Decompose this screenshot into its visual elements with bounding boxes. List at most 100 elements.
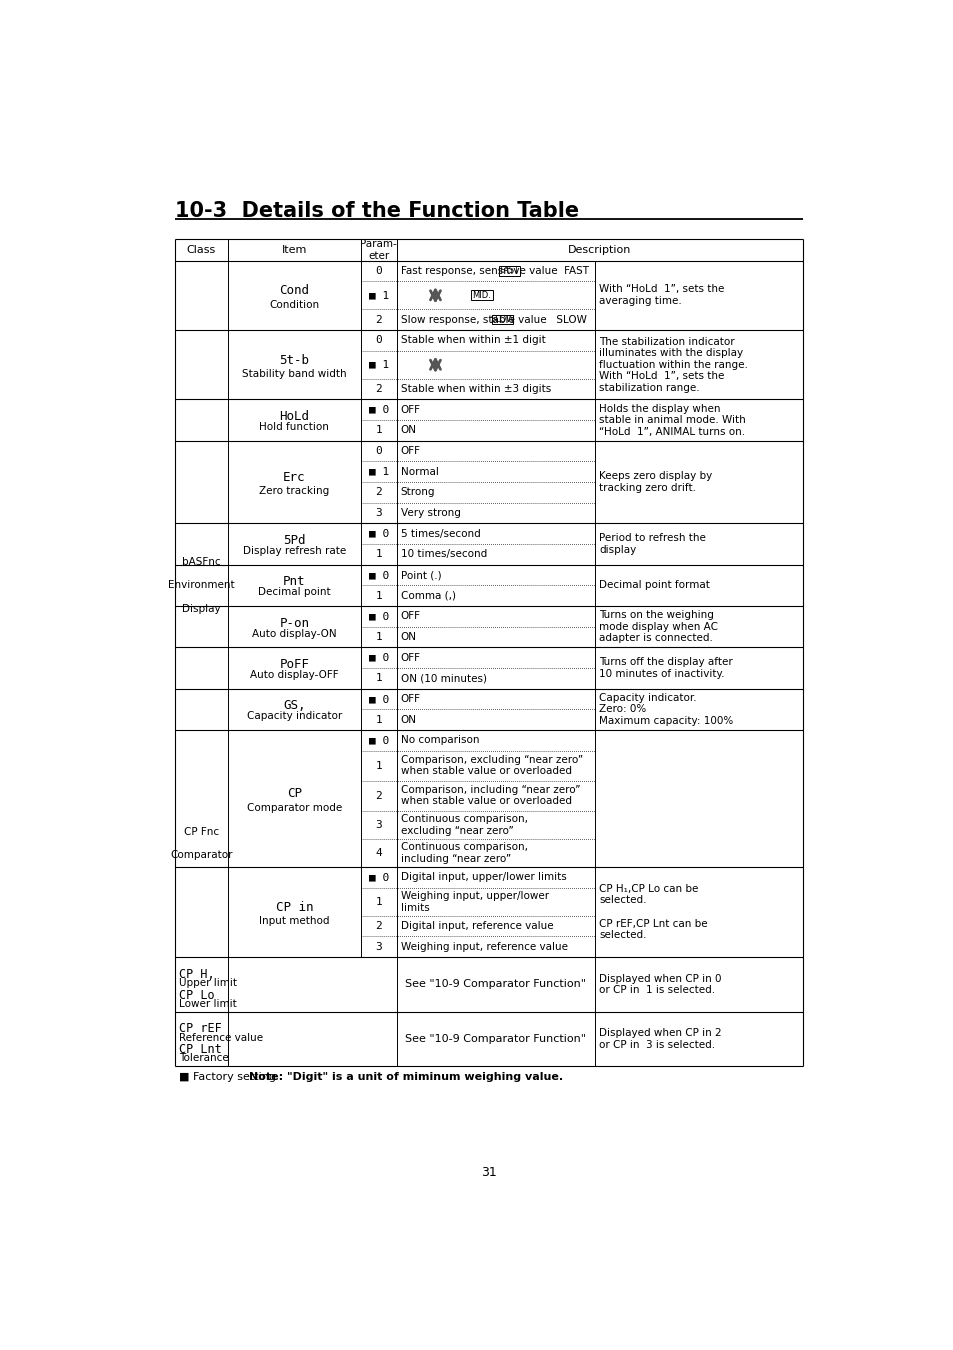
Text: MID.: MID.: [472, 290, 491, 300]
Text: CP: CP: [287, 787, 301, 801]
Text: Continuous comparison,
excluding “near zero”: Continuous comparison, excluding “near z…: [400, 814, 527, 836]
Text: Turns off the display after
10 minutes of inactivity.: Turns off the display after 10 minutes o…: [598, 657, 732, 679]
Text: CP Lo: CP Lo: [179, 988, 214, 1002]
Text: Very strong: Very strong: [400, 508, 460, 518]
Text: ON: ON: [400, 632, 416, 643]
Text: FAST: FAST: [498, 266, 519, 275]
Text: ■ 0: ■ 0: [369, 405, 389, 414]
Text: CP H₁,CP Lo can be
selected.

CP rEF,CP Lnt can be
selected.: CP H₁,CP Lo can be selected. CP rEF,CP L…: [598, 884, 707, 940]
Text: 1: 1: [375, 896, 382, 907]
Text: Turns on the weighing
mode display when AC
adapter is connected.: Turns on the weighing mode display when …: [598, 610, 718, 643]
Text: OFF: OFF: [400, 446, 420, 456]
Text: See "10-9 Comparator Function": See "10-9 Comparator Function": [405, 1034, 586, 1044]
Text: 10-3  Details of the Function Table: 10-3 Details of the Function Table: [174, 201, 578, 220]
Text: ■ 0: ■ 0: [369, 612, 389, 621]
Text: 4: 4: [375, 848, 382, 857]
Text: OFF: OFF: [400, 652, 420, 663]
Text: CP Lnt: CP Lnt: [179, 1044, 221, 1056]
Text: Weighing input, reference value: Weighing input, reference value: [400, 942, 567, 952]
Text: ■ 0: ■ 0: [369, 529, 389, 539]
Text: CP Fnc

Comparator: CP Fnc Comparator: [170, 828, 233, 860]
FancyBboxPatch shape: [498, 266, 519, 275]
Text: Fast response, sensitive value  FAST: Fast response, sensitive value FAST: [400, 266, 588, 275]
Text: Item: Item: [281, 244, 307, 255]
Text: Continuous comparison,
including “near zero”: Continuous comparison, including “near z…: [400, 842, 527, 864]
Text: 2: 2: [375, 921, 382, 931]
Text: Auto display-ON: Auto display-ON: [252, 629, 336, 639]
Text: CP H,: CP H,: [179, 968, 214, 981]
Text: Condition: Condition: [269, 300, 319, 309]
Text: ■ 1: ■ 1: [369, 290, 389, 300]
Text: Input method: Input method: [259, 917, 330, 926]
Text: Cond: Cond: [279, 284, 309, 297]
Text: 1: 1: [375, 760, 382, 771]
Text: HoLd: HoLd: [279, 410, 309, 423]
Text: Comma (,): Comma (,): [400, 591, 456, 601]
Text: Displayed when CP in 0
or CP in  1 is selected.: Displayed when CP in 0 or CP in 1 is sel…: [598, 973, 720, 995]
Text: ■ 1: ■ 1: [369, 467, 389, 477]
Text: Param-
eter: Param- eter: [360, 239, 396, 261]
Text: Period to refresh the
display: Period to refresh the display: [598, 533, 705, 555]
Text: Note: "Digit" is a unit of miminum weighing value.: Note: "Digit" is a unit of miminum weigh…: [249, 1072, 562, 1081]
Text: Display refresh rate: Display refresh rate: [242, 545, 346, 556]
Text: Hold function: Hold function: [259, 423, 329, 432]
Text: ■ 1: ■ 1: [369, 359, 389, 370]
Text: Zero tracking: Zero tracking: [259, 486, 329, 497]
Text: ON (10 minutes): ON (10 minutes): [400, 674, 486, 683]
Text: Decimal point format: Decimal point format: [598, 580, 709, 590]
Text: CP rEF: CP rEF: [179, 1022, 221, 1035]
Text: 5Pd: 5Pd: [283, 535, 305, 547]
Text: ■ 0: ■ 0: [369, 694, 389, 703]
Text: Displayed when CP in 2
or CP in  3 is selected.: Displayed when CP in 2 or CP in 3 is sel…: [598, 1027, 720, 1049]
Text: See "10-9 Comparator Function": See "10-9 Comparator Function": [405, 979, 586, 990]
Text: SLOW: SLOW: [490, 315, 515, 324]
Text: 5 times/second: 5 times/second: [400, 529, 479, 539]
Text: With “HoLd  1”, sets the
averaging time.: With “HoLd 1”, sets the averaging time.: [598, 285, 723, 306]
Text: Normal: Normal: [400, 467, 438, 477]
Text: 1: 1: [375, 632, 382, 643]
Text: The stabilization indicator
illuminates with the display
fluctuation within the : The stabilization indicator illuminates …: [598, 336, 747, 393]
Text: Description: Description: [567, 244, 631, 255]
Text: 2: 2: [375, 385, 382, 394]
Text: Comparison, including “near zero”
when stable value or overloaded: Comparison, including “near zero” when s…: [400, 784, 579, 806]
Text: 1: 1: [375, 425, 382, 436]
Text: Weighing input, upper/lower
limits: Weighing input, upper/lower limits: [400, 891, 548, 913]
Text: Strong: Strong: [400, 487, 435, 497]
Text: Digital input, reference value: Digital input, reference value: [400, 921, 553, 931]
Text: Capacity indicator: Capacity indicator: [247, 711, 342, 721]
Text: OFF: OFF: [400, 612, 420, 621]
Text: 5t-b: 5t-b: [279, 354, 309, 367]
Text: Digital input, upper/lower limits: Digital input, upper/lower limits: [400, 872, 566, 883]
Text: Auto display-OFF: Auto display-OFF: [250, 670, 338, 680]
Text: Class: Class: [187, 244, 215, 255]
Text: bASFnc

Environment

Display: bASFnc Environment Display: [168, 558, 234, 613]
Text: Tolerance: Tolerance: [179, 1053, 229, 1064]
Text: GS,: GS,: [283, 699, 305, 713]
Text: 1: 1: [375, 714, 382, 725]
Text: Slow response, stable value   SLOW: Slow response, stable value SLOW: [400, 315, 586, 325]
FancyBboxPatch shape: [492, 315, 513, 324]
Text: 0: 0: [375, 335, 382, 346]
FancyBboxPatch shape: [470, 290, 493, 300]
Text: Point (.): Point (.): [400, 570, 440, 580]
Text: Holds the display when
stable in animal mode. With
“HoLd  1”, ANIMAL turns on.: Holds the display when stable in animal …: [598, 404, 745, 437]
Text: 2: 2: [375, 487, 382, 497]
Text: ■ 0: ■ 0: [369, 652, 389, 663]
Text: OFF: OFF: [400, 405, 420, 414]
Text: 2: 2: [375, 315, 382, 325]
Text: 1: 1: [375, 591, 382, 601]
Text: 2: 2: [375, 791, 382, 801]
Text: ■ 0: ■ 0: [369, 872, 389, 883]
Text: Stable when within ±3 digits: Stable when within ±3 digits: [400, 385, 550, 394]
Text: ON: ON: [400, 425, 416, 436]
Text: Comparison, excluding “near zero”
when stable value or overloaded: Comparison, excluding “near zero” when s…: [400, 755, 582, 776]
Text: 10 times/second: 10 times/second: [400, 549, 486, 559]
Text: Stability band width: Stability band width: [242, 369, 346, 379]
Text: Keeps zero display by
tracking zero drift.: Keeps zero display by tracking zero drif…: [598, 471, 712, 493]
Text: 1: 1: [375, 549, 382, 559]
Text: CP in: CP in: [275, 900, 313, 914]
Text: 3: 3: [375, 819, 382, 830]
Text: 0: 0: [375, 446, 382, 456]
Text: OFF: OFF: [400, 694, 420, 703]
Text: No comparison: No comparison: [400, 736, 478, 745]
